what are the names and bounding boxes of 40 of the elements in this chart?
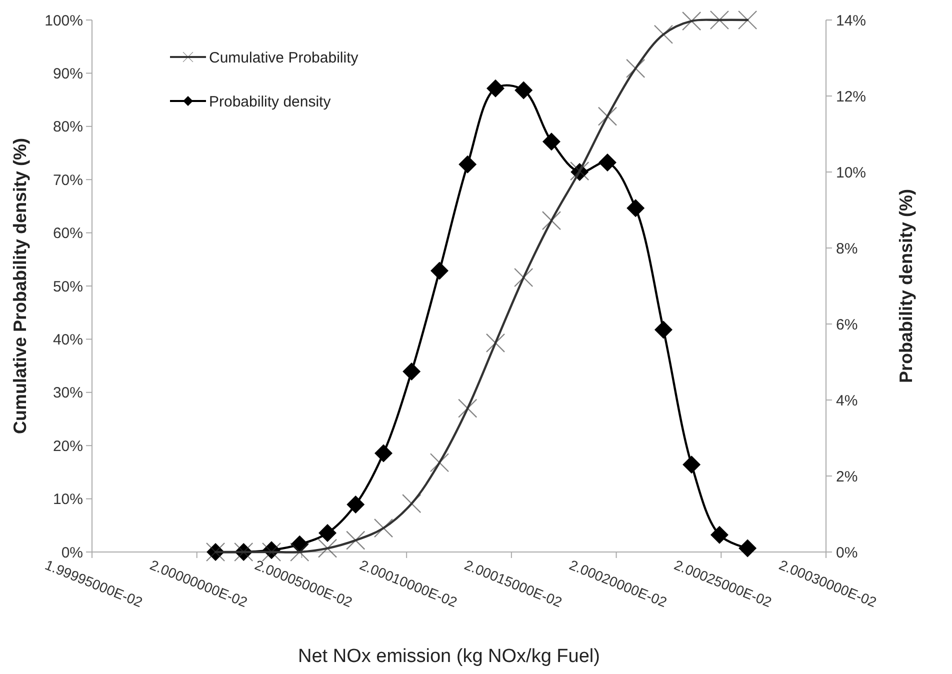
point (738, 539, 757, 558)
point (290, 535, 309, 554)
point (318, 524, 337, 542)
point (430, 262, 448, 280)
point (710, 526, 728, 544)
x-axis-title: Net NOx emission (kg NOx/kg Fuel) (298, 646, 600, 667)
y-tick-label: 0% (61, 544, 83, 562)
point (682, 456, 701, 474)
point (514, 81, 533, 100)
y-tick-label: 90% (52, 65, 83, 82)
point (346, 496, 365, 514)
y-tick-label: 20% (52, 438, 83, 455)
y-tick-label: 30% (52, 384, 83, 402)
y-tick-label: 100% (44, 12, 83, 30)
legend-label: Cumulative Probability (209, 49, 359, 66)
y2-tick-label: 12% (836, 88, 866, 106)
y-axis-title: Cumulative Probability density (%) (10, 138, 30, 434)
y2-tick-label: 6% (836, 316, 858, 334)
y2-axis-title: Probability density (%) (896, 188, 916, 384)
point (486, 79, 504, 98)
y-tick-label: 10% (52, 491, 83, 508)
y2-tick-label: 8% (836, 240, 858, 258)
legend-label: Probability density (209, 93, 332, 110)
y2-tick-label: 10% (836, 164, 866, 182)
y2-tick-label: 0% (836, 544, 858, 562)
y-tick-label: 80% (52, 118, 83, 136)
point (542, 132, 560, 151)
point (626, 199, 645, 218)
point (654, 320, 672, 339)
point (374, 444, 393, 462)
y-tick-label: 60% (52, 225, 83, 242)
point (402, 362, 421, 380)
point (458, 155, 477, 174)
y-tick-label: 40% (52, 331, 83, 348)
point (598, 154, 616, 172)
y-tick-label: 70% (52, 172, 83, 189)
y2-tick-label: 14% (836, 12, 866, 30)
y2-tick-label: 2% (836, 468, 858, 486)
y-tick-label: 50% (52, 278, 83, 296)
y2-tick-label: 4% (836, 392, 858, 410)
